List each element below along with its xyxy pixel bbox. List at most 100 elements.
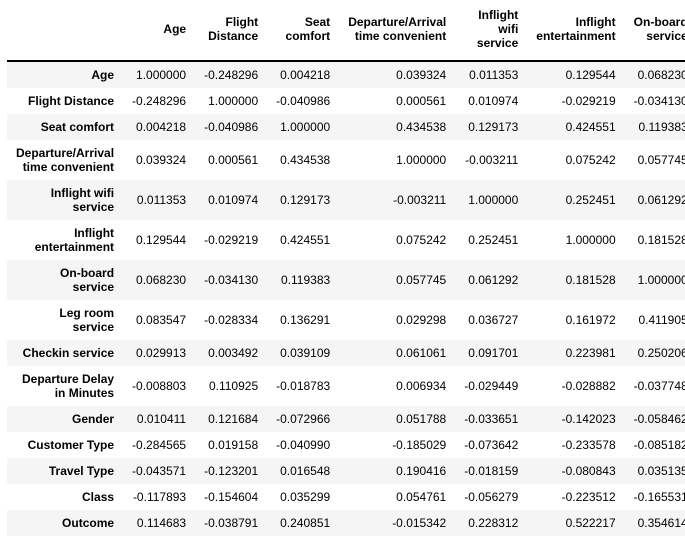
table-cell: 0.000561 [396,94,447,108]
row-label: Outcome [7,510,124,536]
table-cell: 0.129544 [136,233,187,247]
row-label: Leg room service [59,306,115,334]
table-cell: 0.057745 [339,260,456,300]
table-cell: -0.223512 [561,490,616,504]
row-label: Departure Delay in Minutes [22,372,115,400]
table-cell: 0.091701 [455,340,528,366]
table-cell: -0.233578 [561,438,616,452]
table-cell: 0.114683 [123,510,196,536]
table-cell: 0.016548 [267,458,340,484]
table-cell: -0.034130 [633,94,685,108]
table-cell: 0.119383 [267,260,340,300]
table-cell: 0.010974 [468,94,519,108]
table-cell: 0.411905 [638,313,685,327]
table-cell: -0.029219 [561,94,616,108]
table-cell: 0.119383 [624,114,685,140]
table-cell: 0.004218 [123,114,196,140]
table-cell: -0.038791 [195,510,268,536]
table-cell: -0.028334 [204,313,259,327]
correlation-table: Age Flight Distance Seat comfort Departure/… [7,0,685,536]
table-cell: 0.039109 [267,340,340,366]
row-label: Checkin service [7,340,124,366]
table-cell: 0.110925 [208,379,259,393]
column-header: Age [123,0,196,62]
table-row: Departure/Arrival time convenient 0.03932… [7,140,685,180]
table-cell: 0.240851 [267,510,340,536]
table-cell: 0.354614 [624,510,685,536]
table-cell: 0.223981 [527,340,625,366]
table-row: Checkin service 0.029913 0.003492 0.039109 0… [7,340,685,366]
table-cell: 0.068230 [123,260,196,300]
table-row: Travel Type -0.043571 -0.123201 0.016548 0.1… [7,458,685,484]
table-cell: -0.018159 [455,458,528,484]
table-cell: 0.434538 [339,114,456,140]
column-header: Inflight entertainment [527,0,625,62]
table-cell: -0.072966 [267,406,340,432]
table-cell: 0.136291 [280,313,331,327]
table-cell: -0.029219 [204,233,259,247]
table-cell: 0.161972 [565,313,616,327]
table-row: Age 1.000000 -0.248296 0.004218 0.039324 0.01… [7,61,685,88]
row-label: Inflight wifi service [7,180,124,220]
table-cell: 0.003492 [195,340,268,366]
column-header: Departure/Arrival time convenient [339,0,456,62]
table-cell: 0.068230 [624,61,685,88]
table-cell: 1.000000 [267,114,340,140]
table-header: Age Flight Distance Seat comfort Departure/… [7,0,685,62]
table-cell: 1.000000 [565,233,616,247]
table-cell: 0.083547 [136,313,187,327]
table-cell: -0.284565 [132,438,187,452]
table-cell: -0.080843 [527,458,625,484]
table-cell: -0.248296 [195,61,268,88]
row-label: Flight Distance [28,94,115,108]
table-cell: 0.522217 [527,510,625,536]
table-cell: 0.129544 [527,61,625,88]
table-cell: 0.228312 [455,510,528,536]
table-cell: 0.424551 [280,233,331,247]
table-body: Age 1.000000 -0.248296 0.004218 0.039324 0.01… [7,61,685,536]
table-cell: -0.003211 [465,153,519,167]
table-cell: -0.029449 [464,379,519,393]
table-cell: 0.061061 [339,340,456,366]
column-header: On-board service [624,0,685,62]
table-cell: -0.154604 [204,490,259,504]
table-cell: 1.000000 [123,61,196,88]
table-cell: -0.123201 [195,458,268,484]
table-cell: 0.181528 [637,233,685,247]
row-label: Gender [7,406,124,432]
table-cell: 0.129173 [267,180,340,220]
table-cell: -0.043571 [123,458,196,484]
table-cell: 0.181528 [527,260,625,300]
table-cell: 1.000000 [396,153,447,167]
table-cell: 0.061292 [624,180,685,220]
table-cell: 0.054761 [396,490,447,504]
table-cell: -0.040990 [276,438,331,452]
table-cell: -0.040986 [276,94,331,108]
row-label: Seat comfort [7,114,124,140]
table-cell: 0.039324 [136,153,187,167]
row-label: Departure/Arrival time convenient [16,146,115,174]
table-cell: -0.056279 [464,490,519,504]
row-label: On-board service [7,260,124,300]
table-row: Outcome 0.114683 -0.038791 0.240851 -0.01534… [7,510,685,536]
table-row: On-board service 0.068230 -0.034130 0.11938… [7,260,685,300]
table-cell: -0.142023 [527,406,625,432]
table-cell: -0.033651 [455,406,528,432]
table-cell: 0.190416 [339,458,456,484]
table-cell: -0.117893 [132,490,187,504]
table-cell: 0.019158 [208,438,259,452]
table-cell: 1.000000 [624,260,685,300]
table-cell: 0.011353 [455,61,528,88]
column-header: Flight Distance [195,0,268,62]
table-row: Leg room service 0.083547 -0.028334 0.13629… [7,300,685,340]
table-cell: 1.000000 [455,180,528,220]
table-cell: 0.250206 [624,340,685,366]
table-cell: -0.040986 [195,114,268,140]
table-cell: 0.035135 [624,458,685,484]
table-cell: 0.006934 [396,379,447,393]
table-cell: -0.028882 [561,379,616,393]
column-header: Inflight wifi service [455,0,528,62]
table-row: Inflight entertainment 0.129544 -0.029219 0… [7,220,685,260]
column-header: Seat comfort [267,0,340,62]
row-label: Age [7,61,124,88]
